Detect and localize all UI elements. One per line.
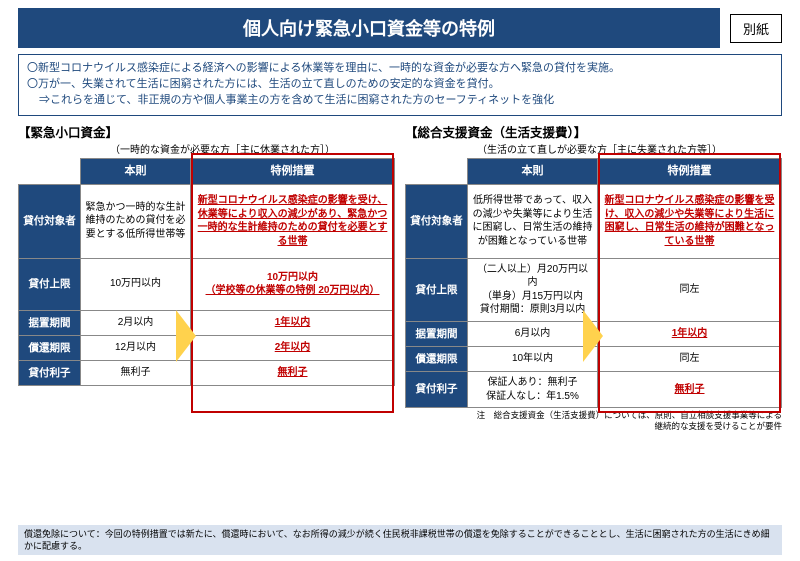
r-rate-a: 保証人あり：無利子 保証人なし：年1.5%	[468, 372, 598, 408]
left-table: 本則 特例措置 貸付対象者 緊急かつ一時的な生計維持のための貸付を必要とする低所…	[18, 158, 395, 386]
row-limit: 貸付上限	[19, 258, 81, 310]
page-title: 個人向け緊急小口資金等の特例	[18, 8, 720, 48]
r-term-b: 同左	[598, 346, 782, 371]
col-main: 本則	[81, 158, 191, 184]
left-subtitle: （一時的な資金が必要な方［主に休業された方］）	[18, 141, 395, 156]
right-column: 【総合支援資金（生活支援費）】 （生活の立て直しが必要な方［主に失業された方等］…	[405, 122, 782, 432]
intro-line-2: 〇万が一、失業されて生活に困窮された方には、生活の立て直しのための安定的な資金を…	[27, 77, 773, 93]
left-sub-b: ［主に休業された方］	[230, 145, 325, 156]
row-target-r: 貸付対象者	[406, 184, 468, 258]
l-target-b: 新型コロナウイルス感染症の影響を受け、休業等により収入の減少があり、緊急かつ一時…	[191, 184, 395, 258]
l-limit-b: 10万円以内 （学校等の休業等の特例 20万円以内）	[191, 258, 395, 310]
r-term-a: 10年以内	[468, 346, 598, 371]
left-arrow-icon	[176, 310, 196, 362]
intro-line-3: ⇒これらを通じて、非正規の方や個人事業主の方を含めて生活に困窮された方のセーフテ…	[27, 93, 773, 109]
right-table: 本則 特例措置 貸付対象者 低所得世帯であって、収入の減少や失業等により生活に困…	[405, 158, 782, 408]
row-term: 償還期限	[19, 335, 81, 360]
intro-box: 〇新型コロナウイルス感染症による経済への影響による休業等を理由に、一時的な資金が…	[18, 54, 782, 116]
row-target: 貸付対象者	[19, 184, 81, 258]
right-sub-b: ［主に失業された方等］	[607, 145, 712, 156]
l-grace-b: 1年以内	[191, 310, 395, 335]
l-term-b: 2年以内	[191, 335, 395, 360]
tables-area: 【緊急小口資金】 （一時的な資金が必要な方［主に休業された方］） 本則 特例措置…	[18, 122, 782, 432]
l-target-a: 緊急かつ一時的な生計維持のための貸付を必要とする低所得世帯等	[81, 184, 191, 258]
right-title: 【総合支援資金（生活支援費）】	[405, 122, 782, 141]
left-sub-c: ）	[325, 145, 335, 156]
r-target-a: 低所得世帯であって、収入の減少や失業等により生活に困窮し、日常生活の維持が困難と…	[468, 184, 598, 258]
attachment-badge: 別紙	[730, 14, 782, 43]
right-arrow-icon	[583, 310, 603, 362]
row-rate: 貸付利子	[19, 361, 81, 386]
l-limit-a: 10万円以内	[81, 258, 191, 310]
l-term-a: 12月以内	[81, 335, 191, 360]
col-special: 特例措置	[191, 158, 395, 184]
r-limit-b: 同左	[598, 258, 782, 321]
col-special-r: 特例措置	[598, 158, 782, 184]
r-target-b: 新型コロナウイルス感染症の影響を受け、収入の減少や失業等により生活に困窮し、日常…	[598, 184, 782, 258]
intro-line-1: 〇新型コロナウイルス感染症による経済への影響による休業等を理由に、一時的な資金が…	[27, 61, 773, 77]
r-limit-a: （二人以上）月20万円以内 （単身）月15万円以内 貸付期間：原則3月以内	[468, 258, 598, 321]
r-grace-b: 1年以内	[598, 321, 782, 346]
right-subtitle: （生活の立て直しが必要な方［主に失業された方等］）	[405, 141, 782, 156]
row-grace-r: 据置期間	[406, 321, 468, 346]
row-rate-r: 貸付利子	[406, 372, 468, 408]
r-rate-b: 無利子	[598, 372, 782, 408]
col-main-r: 本則	[468, 158, 598, 184]
right-sub-c: ）	[712, 145, 722, 156]
right-note: 注 総合支援資金（生活支援費）については、原則、自立相談支援事業等による 継続的…	[405, 410, 782, 432]
row-term-r: 償還期限	[406, 346, 468, 371]
row-grace: 据置期間	[19, 310, 81, 335]
l-rate-b: 無利子	[191, 361, 395, 386]
r-grace-a: 6月以内	[468, 321, 598, 346]
row-limit-r: 貸付上限	[406, 258, 468, 321]
left-column: 【緊急小口資金】 （一時的な資金が必要な方［主に休業された方］） 本則 特例措置…	[18, 122, 395, 386]
right-sub-a: （生活の立て直しが必要な方	[477, 145, 607, 156]
left-sub-a: （一時的な資金が必要な方	[110, 145, 230, 156]
footer-note: 償還免除について：今回の特例措置では新たに、償還時において、なお所得の減少が続く…	[18, 525, 782, 555]
l-grace-a: 2月以内	[81, 310, 191, 335]
left-title: 【緊急小口資金】	[18, 122, 395, 141]
l-rate-a: 無利子	[81, 361, 191, 386]
